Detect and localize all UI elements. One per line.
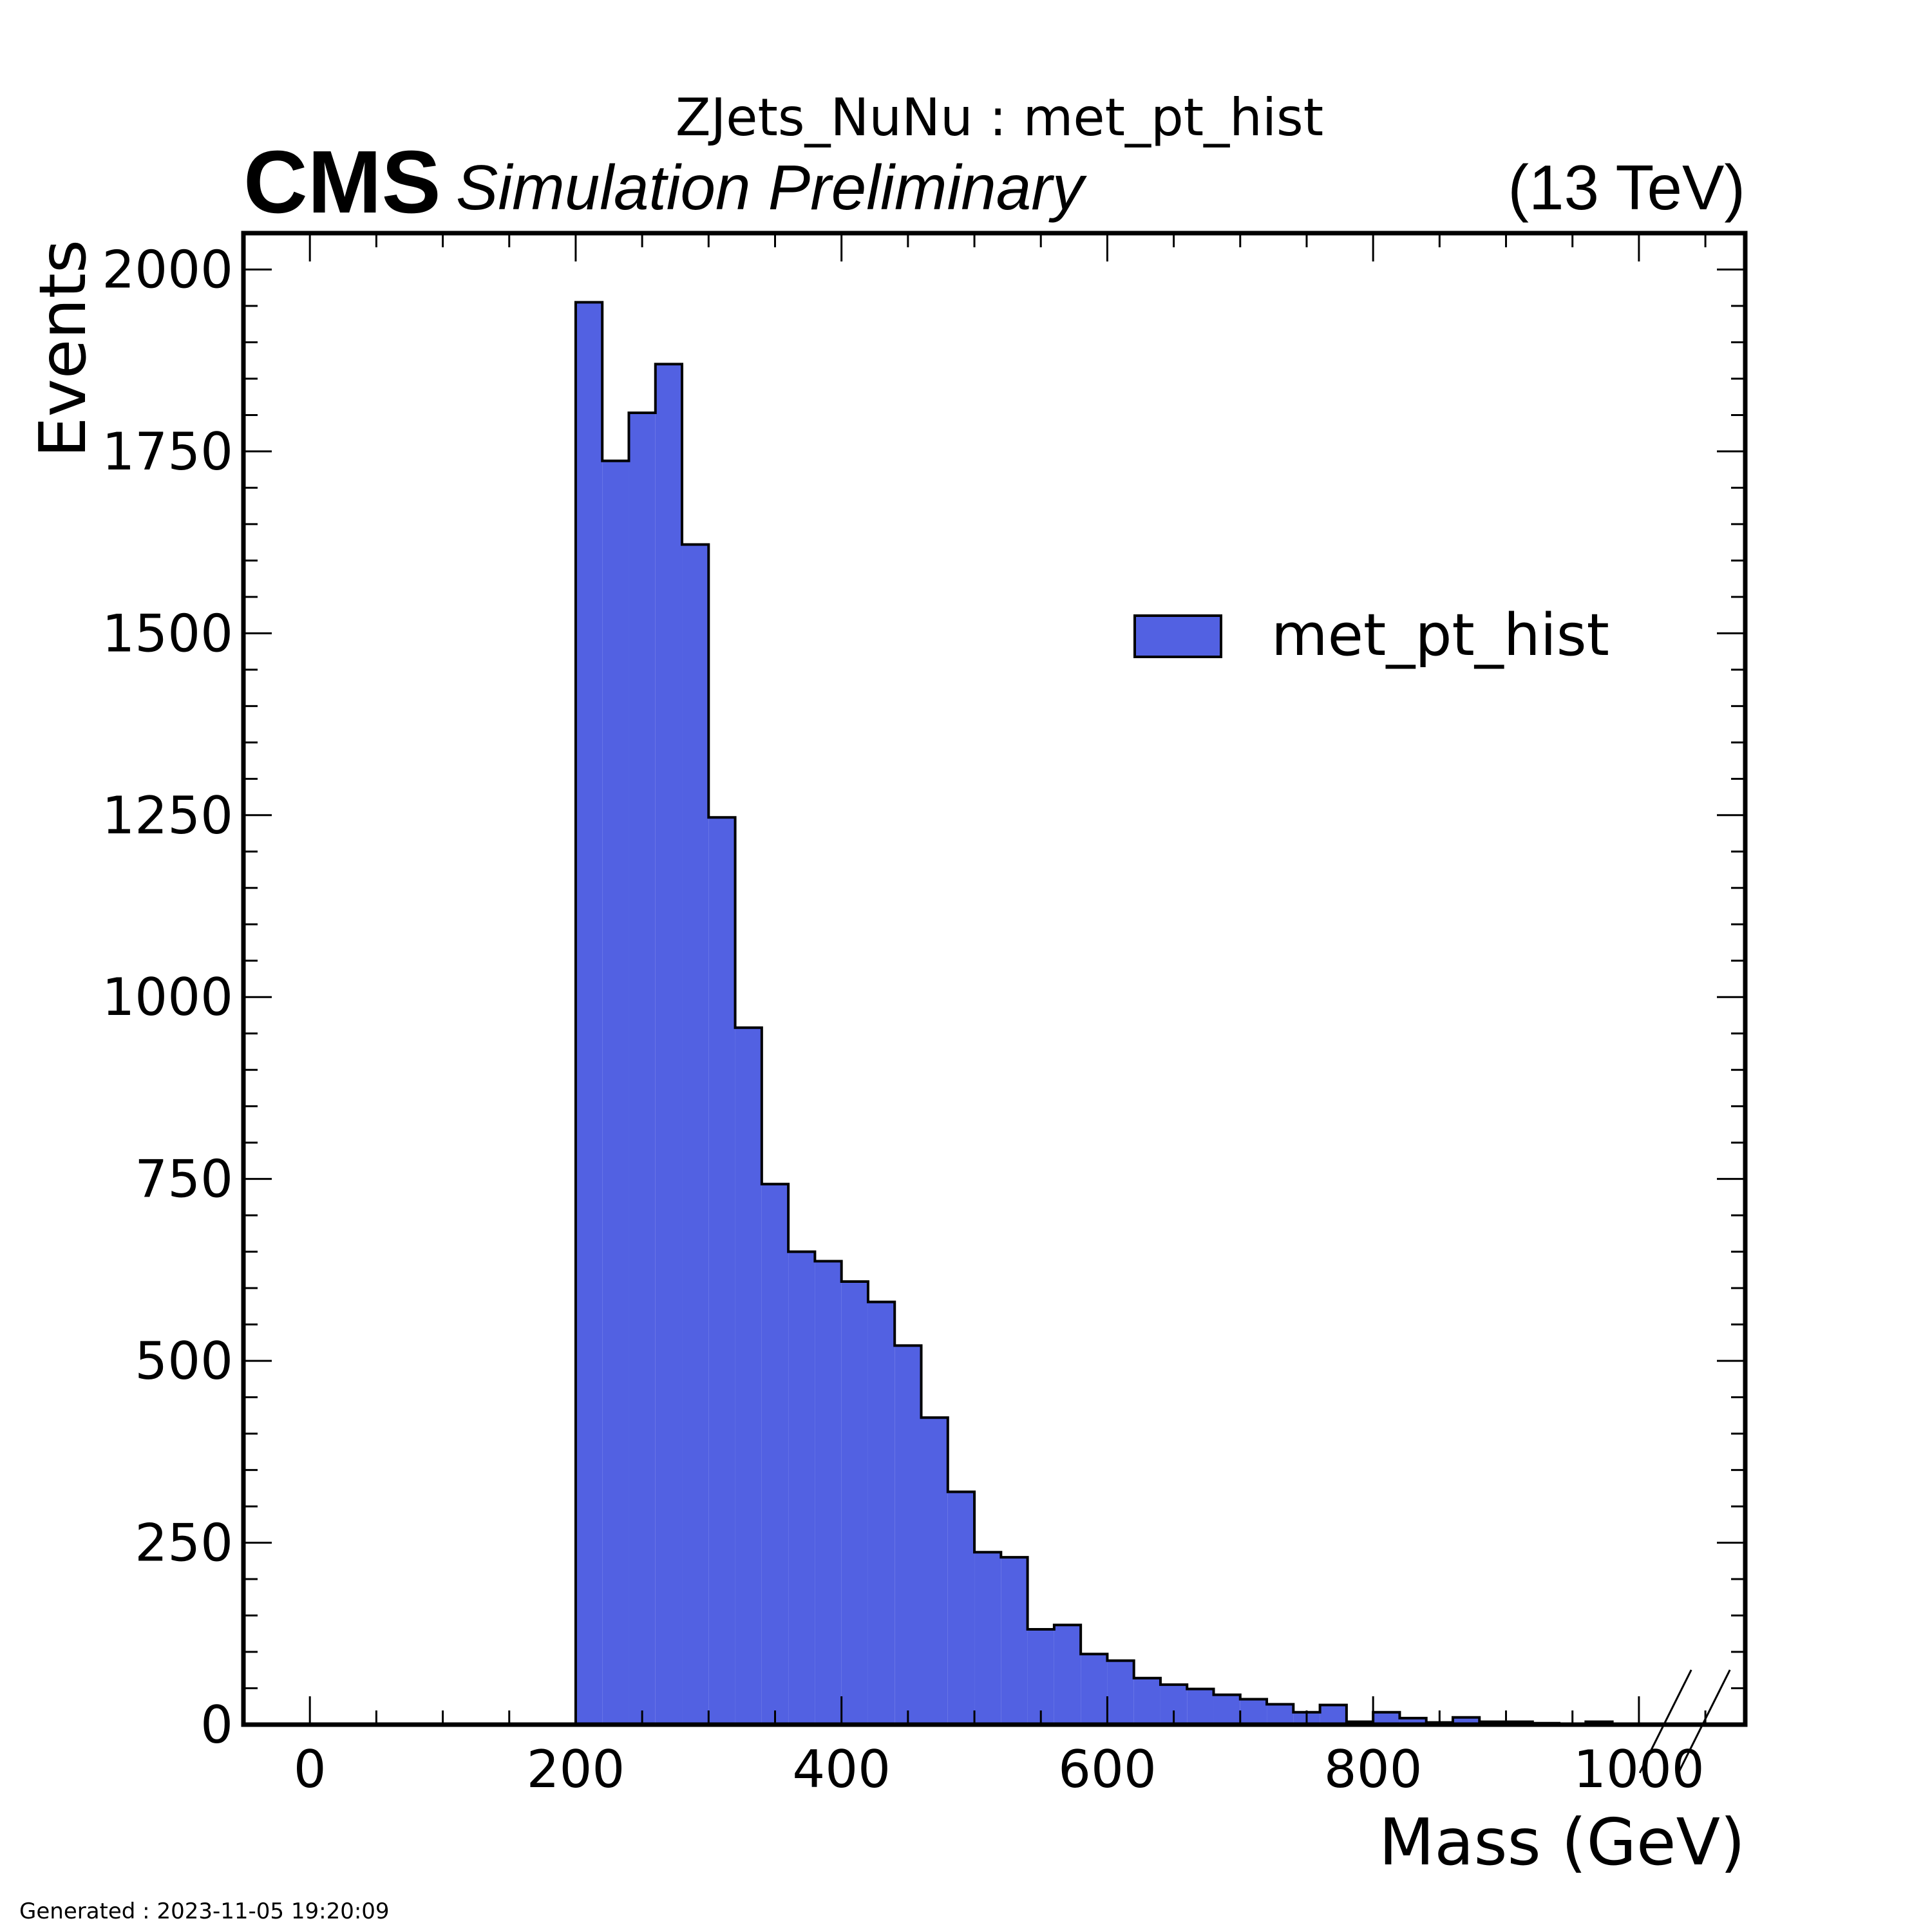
y-tick-label: 0 — [200, 1695, 233, 1755]
y-tick-label: 1750 — [102, 422, 233, 482]
histogram-bin — [974, 1552, 1001, 1725]
histogram-bin — [1373, 1712, 1400, 1725]
x-tick-label: 400 — [792, 1739, 891, 1799]
legend-swatch — [1133, 614, 1222, 658]
histogram-bin — [761, 1184, 789, 1725]
y-tick-label: 1250 — [102, 786, 233, 846]
histogram-bin — [655, 364, 683, 1725]
histogram-bin — [1133, 1678, 1160, 1725]
plot-area — [243, 301, 1731, 1774]
histogram-bin — [1187, 1689, 1214, 1725]
y-tick-label: 500 — [135, 1331, 233, 1391]
histogram-bin — [921, 1417, 948, 1725]
histogram-bin — [602, 460, 629, 1725]
x-tick-label: 1000 — [1573, 1739, 1705, 1799]
histogram-bin — [1001, 1557, 1028, 1725]
simulation-label: Simulation Preliminary — [456, 152, 1087, 223]
histogram-bin — [735, 1027, 762, 1725]
histogram-bin — [708, 817, 735, 1725]
y-axis: 0 250 500 750 1000 1250 1500 1750 2000 — [102, 240, 1745, 1755]
axis-break-mark — [1677, 1669, 1731, 1774]
plot-frame — [241, 231, 1748, 1727]
y-axis-label: Events — [25, 240, 100, 458]
y-tick-label: 250 — [135, 1513, 233, 1573]
y-tick-label: 2000 — [102, 240, 233, 299]
cms-label: CMS — [243, 133, 441, 232]
x-tick-label: 600 — [1058, 1739, 1157, 1799]
histogram-bin — [1320, 1705, 1347, 1725]
histogram-bin — [1213, 1694, 1240, 1725]
histogram-bin — [629, 413, 656, 1725]
generated-timestamp: Generated : 2023-11-05 19:20:09 — [19, 1899, 390, 1924]
histogram-bin — [1027, 1629, 1054, 1725]
histogram-bin — [1054, 1625, 1081, 1725]
histogram-bin — [1452, 1717, 1480, 1725]
legend: met_pt_hist — [1133, 601, 1609, 669]
histogram-bin — [1267, 1704, 1294, 1725]
histogram-bin — [1399, 1718, 1426, 1725]
histogram-bin — [575, 302, 603, 1725]
axis-break-mark — [1638, 1669, 1692, 1774]
x-tick-label: 0 — [294, 1739, 327, 1799]
x-tick-label: 800 — [1324, 1739, 1423, 1799]
histogram-bin — [867, 1302, 895, 1725]
x-axis: 0 200 400 600 800 1000 — [294, 233, 1707, 1799]
histogram-bin — [788, 1251, 815, 1725]
histogram-bin — [1081, 1654, 1108, 1725]
energy-label: (13 TeV) — [1508, 152, 1745, 223]
histogram-bin — [1107, 1660, 1134, 1725]
histogram-bin — [815, 1261, 842, 1725]
y-tick-label: 750 — [135, 1150, 233, 1209]
x-tick-label: 200 — [527, 1739, 625, 1799]
histogram-bin — [841, 1281, 868, 1725]
chart-title: ZJets_NuNu : met_pt_hist — [676, 88, 1323, 147]
y-tick-label: 1500 — [102, 603, 233, 663]
histogram-bin — [947, 1492, 975, 1725]
histogram-bin — [895, 1345, 922, 1725]
x-axis-label: Mass (GeV) — [1379, 1804, 1745, 1880]
histogram-bin — [682, 544, 709, 1725]
y-tick-label: 1000 — [102, 967, 233, 1027]
legend-label: met_pt_hist — [1271, 601, 1609, 669]
histogram-bin — [1240, 1699, 1267, 1725]
